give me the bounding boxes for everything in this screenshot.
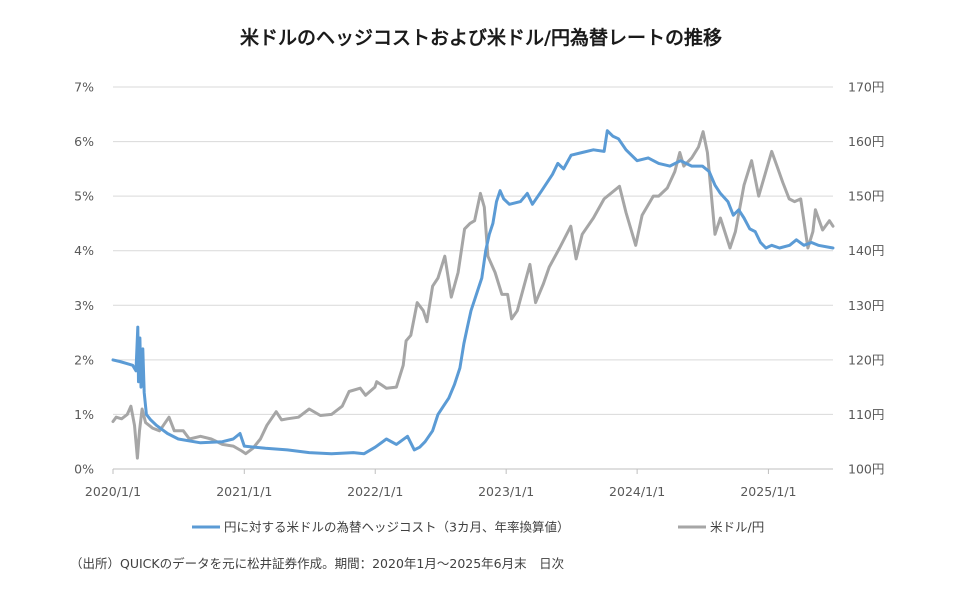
y-left-tick-label: 1%	[74, 407, 94, 422]
y-left-tick-label: 4%	[74, 243, 94, 258]
y-right-tick-label: 160円	[848, 134, 884, 149]
y-right-tick-label: 100円	[848, 462, 884, 477]
chart-title: 米ドルのヘッジコストおよび米ドル/円為替レートの推移	[240, 26, 722, 49]
y-left-tick-label: 2%	[74, 352, 94, 367]
x-tick-label: 2022/1/1	[347, 484, 403, 499]
legend-label-usdjpy: 米ドル/円	[710, 520, 764, 535]
y-right-tick-label: 130円	[848, 298, 884, 313]
y-right-tick-label: 150円	[848, 189, 884, 204]
gridlines	[113, 86, 833, 415]
y-right-tick-label: 170円	[848, 80, 884, 95]
x-tick-label: 2020/1/1	[85, 484, 141, 499]
axes: 0% 1% 2% 3% 4% 5% 6% 7% 100円 110円 120円 130円 140円 150円…	[74, 80, 884, 500]
source-note: （出所）QUICKのデータを元に松井証券作成。期間：2020年1月～2025年6…	[70, 556, 564, 571]
y-left-tick-label: 5%	[74, 189, 94, 204]
series-lines	[111, 129, 835, 460]
x-tick-label: 2023/1/1	[478, 484, 534, 499]
y-left-tick-label: 3%	[74, 298, 94, 313]
y-right-tick-label: 110円	[848, 407, 884, 422]
y-right-tick-label: 120円	[848, 352, 884, 367]
legend: 円に対する米ドルの為替ヘッジコスト（3カ月、年率換算値） 米ドル/円	[192, 520, 764, 535]
x-tick-label: 2024/1/1	[609, 484, 665, 499]
y-left-tick-label: 7%	[74, 80, 94, 95]
y-left-tick-label: 0%	[74, 462, 94, 477]
series-line-hedge-cost	[111, 129, 835, 456]
y-right-tick-label: 140円	[848, 243, 884, 258]
y-left-tick-label: 6%	[74, 134, 94, 149]
legend-label-hedge-cost: 円に対する米ドルの為替ヘッジコスト（3カ月、年率換算値）	[224, 520, 569, 535]
x-tick-label: 2025/1/1	[740, 484, 796, 499]
series-line-usdjpy	[111, 130, 835, 460]
x-tick-label: 2021/1/1	[216, 484, 272, 499]
